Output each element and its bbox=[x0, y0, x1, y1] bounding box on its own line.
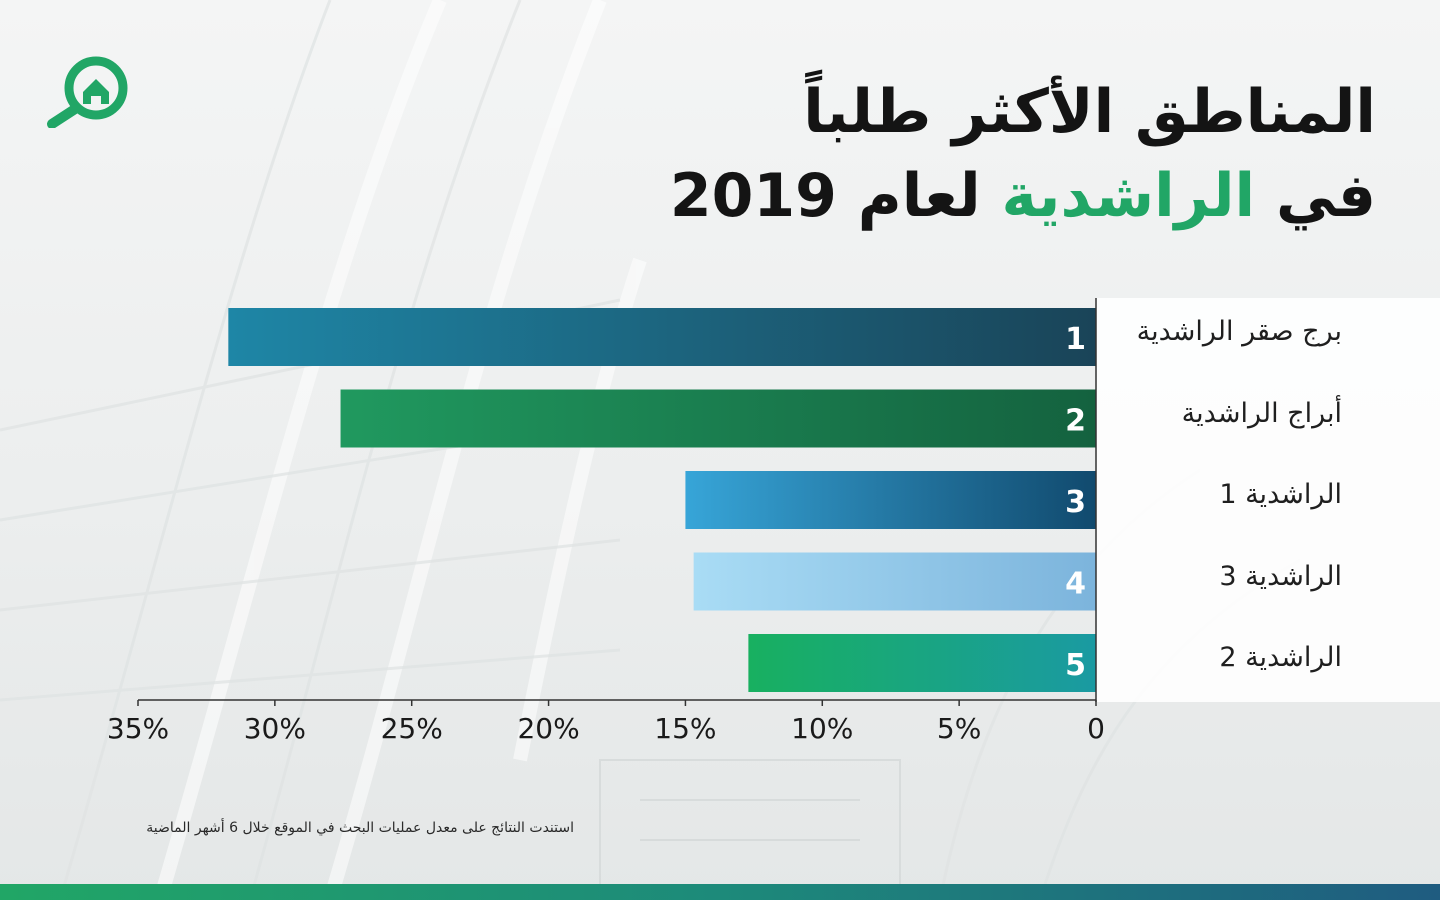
x-tick-label-5: 5% bbox=[937, 712, 981, 745]
x-tick-label-30: 30% bbox=[244, 712, 306, 745]
x-tick-label-10: 10% bbox=[791, 712, 853, 745]
house-magnifier-icon bbox=[47, 56, 128, 128]
category-label-4: الراشدية 3 bbox=[1219, 560, 1342, 592]
footnote: استندت النتائج على معدل عمليات البحث في … bbox=[146, 820, 574, 836]
page-title: المناطق الأكثر طلباً في الراشدية لعام 20… bbox=[476, 70, 1376, 238]
category-label-2: أبراج الراشدية bbox=[1181, 397, 1342, 429]
x-tick-label-0: 0 bbox=[1087, 712, 1105, 745]
bottom-accent-band bbox=[0, 884, 1440, 900]
bar-rank-label-2: 2 bbox=[1065, 404, 1086, 439]
bar-3 bbox=[685, 471, 1096, 529]
category-label-3: الراشدية 1 bbox=[1219, 479, 1342, 510]
title-line-2: في الراشدية لعام 2019 bbox=[476, 154, 1376, 238]
bar-rank-label-5: 5 bbox=[1065, 648, 1086, 683]
bar-5 bbox=[748, 634, 1096, 692]
x-tick-label-15: 15% bbox=[654, 712, 716, 745]
x-tick-label-35: 35% bbox=[107, 712, 169, 745]
bar-1 bbox=[228, 308, 1097, 366]
x-tick-label-20: 20% bbox=[517, 712, 579, 745]
title-prefix: في bbox=[1276, 161, 1376, 231]
title-suffix: لعام 2019 bbox=[669, 161, 981, 231]
x-tick-label-25: 25% bbox=[381, 712, 443, 745]
bar-4 bbox=[693, 552, 1096, 611]
title-line-1: المناطق الأكثر طلباً bbox=[803, 77, 1376, 147]
category-label-5: الراشدية 2 bbox=[1219, 642, 1342, 673]
bar-rank-label-3: 3 bbox=[1065, 485, 1086, 520]
category-label-panel bbox=[1096, 298, 1440, 702]
bar-rank-label-4: 4 bbox=[1065, 567, 1086, 602]
bar-2 bbox=[340, 389, 1096, 448]
category-label-1: برج صقر الراشدية bbox=[1136, 316, 1342, 347]
bar-rank-label-1: 1 bbox=[1065, 322, 1086, 357]
title-accent: الراشدية bbox=[1001, 161, 1256, 231]
